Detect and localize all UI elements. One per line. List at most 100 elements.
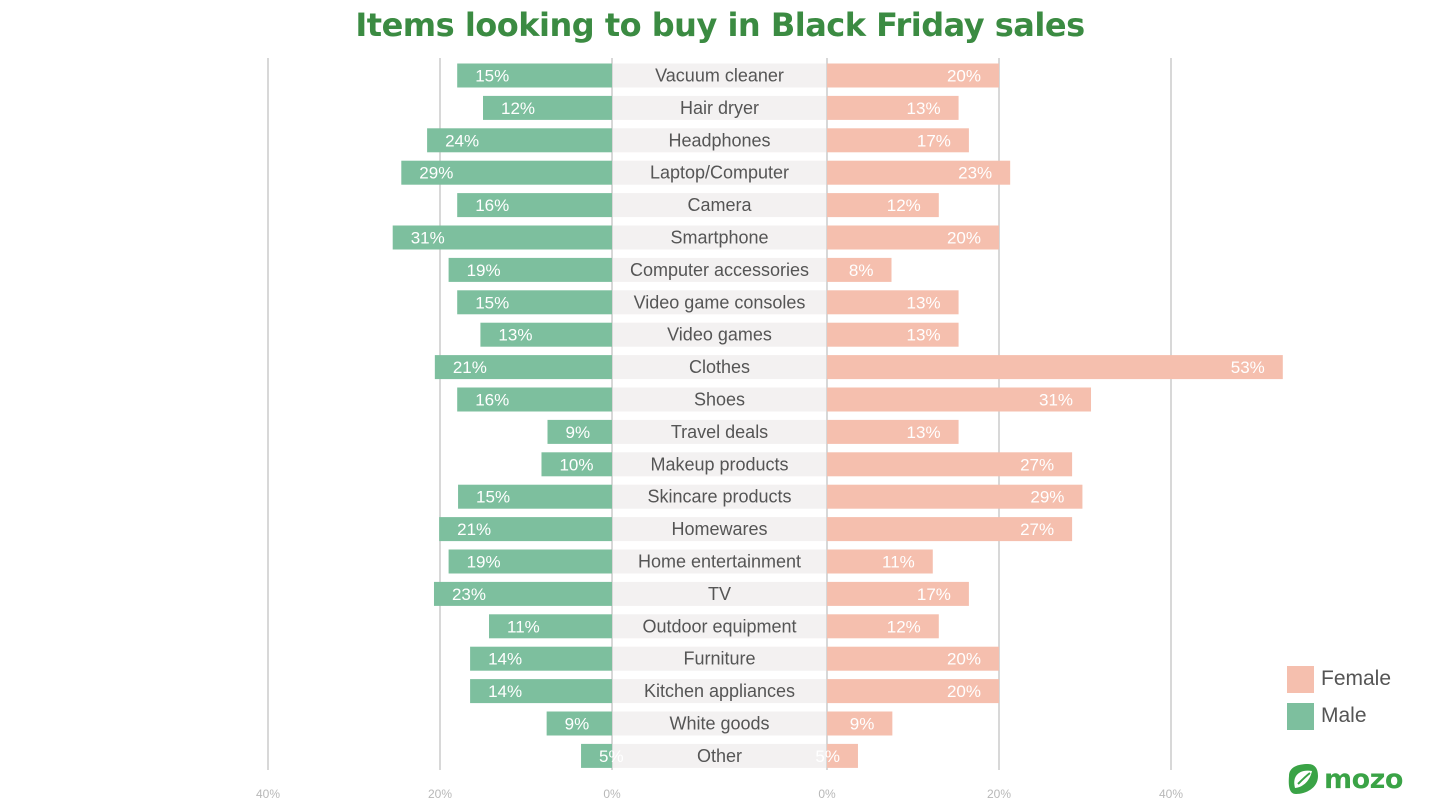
tick-label-right-0: 0%	[818, 787, 836, 801]
value-label-female-vacuum-cleaner: 20%	[947, 67, 981, 86]
legend-swatch-male	[1287, 702, 1314, 730]
logo-text: mozo	[1324, 763, 1403, 795]
value-label-female-smartphone: 20%	[947, 229, 981, 248]
value-label-male-clothes: 21%	[453, 358, 487, 377]
bar-female-computer-accessories	[827, 257, 892, 282]
category-label-hair-dryer: Hair dryer	[680, 98, 759, 118]
value-label-female-skincare-products: 29%	[1030, 488, 1064, 507]
bar-male-video-game-consoles	[457, 290, 612, 315]
bar-male-outdoor-equipment	[489, 614, 612, 639]
bar-male-camera	[457, 193, 612, 218]
leaf-logo-icon	[1288, 764, 1318, 794]
category-label-computer-accessories: Computer accessories	[630, 260, 809, 280]
bar-female-home-entertainment	[827, 549, 933, 574]
value-label-female-furniture: 20%	[947, 650, 981, 669]
bar-female-video-game-consoles	[827, 290, 959, 315]
category-band-outdoor-equipment	[613, 614, 826, 639]
legend: Female Male	[1287, 665, 1391, 739]
category-band-other	[613, 743, 826, 768]
category-label-outdoor-equipment: Outdoor equipment	[642, 616, 796, 636]
value-label-male-video-game-consoles: 15%	[475, 293, 509, 312]
value-label-male-travel-deals: 9%	[566, 423, 591, 442]
bar-female-laptop-computer	[827, 160, 1011, 185]
labels: Vacuum cleaner 15% 20% Hair dryer 12% 13% Head…	[411, 66, 1265, 766]
bar-male-hair-dryer	[483, 95, 612, 120]
value-label-male-other: 5%	[599, 747, 624, 766]
value-label-female-home-entertainment: 11%	[882, 553, 915, 572]
category-label-travel-deals: Travel deals	[671, 422, 768, 442]
category-band-furniture	[613, 646, 826, 671]
value-label-male-vacuum-cleaner: 15%	[475, 67, 509, 86]
category-band-laptop-computer	[613, 160, 826, 185]
value-label-female-computer-accessories: 8%	[849, 261, 874, 280]
bar-male-white-goods	[546, 711, 612, 736]
bars	[392, 63, 1283, 768]
value-label-male-kitchen-appliances: 14%	[488, 682, 522, 701]
value-label-female-headphones: 17%	[917, 131, 951, 150]
value-label-female-camera: 12%	[887, 196, 921, 215]
value-label-female-white-goods: 9%	[850, 715, 875, 734]
bar-female-other	[827, 743, 858, 768]
category-band-shoes	[613, 387, 826, 412]
bar-male-tv	[433, 581, 612, 606]
legend-item-male: Male	[1287, 702, 1391, 730]
bar-female-vacuum-cleaner	[827, 63, 999, 88]
value-label-female-outdoor-equipment: 12%	[887, 617, 921, 636]
bar-male-furniture	[470, 646, 612, 671]
category-label-smartphone: Smartphone	[670, 228, 768, 248]
legend-label-female: Female	[1321, 667, 1392, 690]
value-label-female-video-games: 13%	[907, 326, 941, 345]
category-label-other: Other	[697, 746, 742, 766]
bar-male-clothes	[434, 355, 612, 380]
category-label-white-goods: White goods	[669, 714, 769, 734]
mozo-logo: mozo	[1286, 762, 1403, 796]
value-label-male-skincare-products: 15%	[476, 488, 510, 507]
tick-label-right-40: 40%	[1159, 787, 1183, 801]
value-label-male-outdoor-equipment: 11%	[507, 617, 540, 636]
bar-female-kitchen-appliances	[827, 679, 999, 704]
value-label-female-laptop-computer: 23%	[958, 164, 992, 183]
value-label-male-video-games: 13%	[498, 326, 532, 345]
category-band-headphones	[613, 128, 826, 153]
value-label-female-homewares: 27%	[1020, 520, 1054, 539]
category-label-furniture: Furniture	[683, 649, 755, 669]
value-label-male-white-goods: 9%	[565, 715, 590, 734]
value-label-male-homewares: 21%	[457, 520, 491, 539]
bar-female-homewares	[827, 517, 1073, 542]
bar-male-makeup-products	[541, 452, 612, 477]
value-label-male-tv: 23%	[452, 585, 486, 604]
bar-male-travel-deals	[547, 419, 612, 444]
value-label-male-home-entertainment: 19%	[467, 553, 501, 572]
legend-swatch-female	[1287, 665, 1314, 693]
value-label-male-smartphone: 31%	[411, 229, 445, 248]
value-label-male-camera: 16%	[475, 196, 509, 215]
axis-ticks: 40% 20% 0% 0% 20% 40%	[256, 787, 1183, 801]
tick-label-left-0: 0%	[603, 787, 621, 801]
tick-label-left-40: 40%	[256, 787, 280, 801]
bar-male-video-games	[480, 322, 612, 347]
value-label-male-laptop-computer: 29%	[419, 164, 453, 183]
bar-male-computer-accessories	[448, 257, 612, 282]
value-label-female-makeup-products: 27%	[1020, 455, 1054, 474]
category-label-makeup-products: Makeup products	[650, 454, 788, 474]
value-label-female-hair-dryer: 13%	[907, 99, 941, 118]
bar-female-clothes	[827, 355, 1283, 380]
category-label-camera: Camera	[687, 195, 752, 215]
bar-female-makeup-products	[827, 452, 1073, 477]
value-label-male-hair-dryer: 12%	[501, 99, 535, 118]
bar-female-camera	[827, 193, 939, 218]
category-band-tv	[613, 581, 826, 606]
value-label-female-travel-deals: 13%	[907, 423, 941, 442]
value-label-female-shoes: 31%	[1039, 391, 1073, 410]
bar-male-home-entertainment	[448, 549, 612, 574]
bar-male-shoes	[457, 387, 612, 412]
bar-female-hair-dryer	[827, 95, 959, 120]
category-label-video-game-consoles: Video game consoles	[634, 292, 806, 312]
category-band-homewares	[613, 517, 826, 542]
bar-female-outdoor-equipment	[827, 614, 939, 639]
category-band-home-entertainment	[613, 549, 826, 574]
chart-title: Items looking to buy in Black Friday sal…	[355, 6, 1085, 44]
category-label-skincare-products: Skincare products	[647, 487, 791, 507]
bar-male-vacuum-cleaner	[457, 63, 612, 88]
